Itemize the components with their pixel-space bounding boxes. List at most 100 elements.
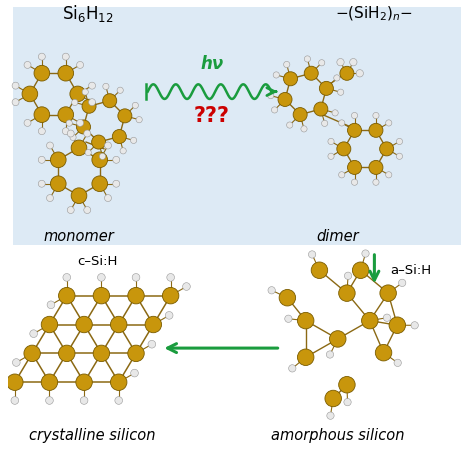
Circle shape — [38, 53, 46, 60]
Circle shape — [362, 313, 378, 329]
Circle shape — [327, 412, 334, 420]
Circle shape — [82, 99, 96, 113]
Circle shape — [66, 120, 73, 126]
Circle shape — [167, 273, 174, 281]
Circle shape — [46, 195, 54, 201]
Circle shape — [89, 99, 96, 106]
Circle shape — [82, 89, 88, 95]
Text: hν: hν — [200, 55, 223, 73]
Circle shape — [298, 349, 314, 366]
Circle shape — [110, 316, 127, 333]
Circle shape — [12, 359, 20, 366]
Circle shape — [338, 285, 355, 301]
Circle shape — [76, 374, 92, 390]
Circle shape — [389, 317, 406, 333]
Circle shape — [375, 344, 392, 361]
Text: Si$_6$H$_{12}$: Si$_6$H$_{12}$ — [63, 3, 114, 24]
Circle shape — [319, 59, 325, 66]
Circle shape — [46, 396, 53, 404]
Circle shape — [113, 156, 120, 163]
Circle shape — [352, 262, 369, 278]
Bar — [13, 7, 461, 245]
Circle shape — [340, 66, 354, 80]
Circle shape — [268, 287, 275, 294]
Circle shape — [337, 142, 351, 156]
Text: crystalline silicon: crystalline silicon — [29, 428, 156, 443]
Circle shape — [38, 156, 45, 163]
Circle shape — [328, 153, 334, 160]
Circle shape — [118, 109, 132, 123]
Circle shape — [356, 70, 364, 77]
Circle shape — [311, 262, 328, 278]
Text: ???: ??? — [194, 106, 230, 126]
Circle shape — [89, 82, 96, 89]
Circle shape — [67, 130, 74, 137]
Circle shape — [278, 93, 292, 106]
Circle shape — [72, 99, 78, 106]
Circle shape — [70, 134, 76, 141]
Circle shape — [373, 179, 379, 185]
Circle shape — [41, 316, 58, 333]
Circle shape — [283, 72, 298, 86]
Circle shape — [373, 112, 379, 118]
Circle shape — [100, 153, 106, 160]
Circle shape — [120, 148, 126, 154]
Circle shape — [24, 119, 31, 126]
Circle shape — [58, 65, 73, 81]
Circle shape — [309, 251, 316, 258]
Circle shape — [272, 107, 278, 113]
Circle shape — [304, 66, 318, 80]
Circle shape — [115, 396, 123, 404]
Circle shape — [24, 61, 31, 68]
Circle shape — [113, 180, 120, 187]
Circle shape — [104, 195, 111, 201]
Circle shape — [394, 359, 401, 366]
Circle shape — [50, 152, 66, 168]
Circle shape — [103, 94, 117, 108]
Circle shape — [59, 345, 75, 361]
Circle shape — [128, 345, 144, 361]
Circle shape — [76, 120, 91, 134]
Text: −(SiH$_2$)$_n$−: −(SiH$_2$)$_n$− — [336, 5, 413, 23]
Circle shape — [85, 149, 91, 156]
Circle shape — [287, 122, 293, 128]
Circle shape — [84, 207, 91, 213]
Circle shape — [132, 273, 140, 281]
Circle shape — [38, 128, 46, 135]
Circle shape — [132, 102, 138, 108]
Circle shape — [71, 140, 87, 156]
Circle shape — [338, 377, 355, 393]
Circle shape — [93, 345, 109, 361]
Circle shape — [396, 138, 402, 145]
Circle shape — [386, 171, 392, 178]
Circle shape — [34, 107, 50, 123]
Circle shape — [91, 135, 106, 149]
Circle shape — [50, 176, 66, 192]
Circle shape — [63, 273, 71, 281]
Circle shape — [380, 285, 396, 301]
Circle shape — [328, 138, 334, 145]
Circle shape — [12, 99, 19, 106]
Circle shape — [92, 152, 108, 168]
Circle shape — [285, 315, 292, 322]
Circle shape — [411, 322, 419, 329]
Text: monomer: monomer — [44, 229, 114, 244]
Circle shape — [104, 142, 111, 149]
Circle shape — [399, 279, 406, 287]
Circle shape — [148, 340, 155, 348]
Circle shape — [380, 142, 393, 156]
Circle shape — [386, 120, 392, 126]
Circle shape — [47, 301, 55, 309]
Circle shape — [80, 396, 88, 404]
Circle shape — [71, 188, 87, 204]
Circle shape — [268, 93, 274, 99]
Circle shape — [76, 316, 92, 333]
Circle shape — [362, 250, 369, 257]
Circle shape — [103, 83, 109, 89]
Circle shape — [289, 365, 296, 372]
Circle shape — [112, 130, 127, 143]
Circle shape — [117, 87, 123, 94]
Circle shape — [11, 396, 18, 404]
Circle shape — [369, 160, 383, 174]
Circle shape — [59, 288, 75, 304]
